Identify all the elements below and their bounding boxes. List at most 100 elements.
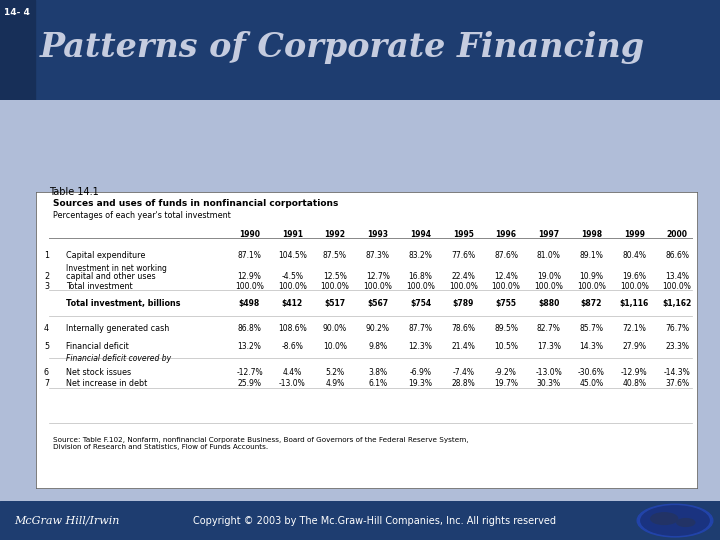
Text: 25.9%: 25.9% <box>238 379 261 388</box>
Text: 22.4%: 22.4% <box>451 272 475 281</box>
Text: 1992: 1992 <box>325 230 346 239</box>
Circle shape <box>677 518 695 526</box>
Text: 19.3%: 19.3% <box>408 379 433 388</box>
Text: -13.0%: -13.0% <box>536 368 562 376</box>
Text: $1,116: $1,116 <box>620 299 649 308</box>
Text: 12.4%: 12.4% <box>494 272 518 281</box>
Text: 4: 4 <box>44 324 49 333</box>
Text: 45.0%: 45.0% <box>580 379 603 388</box>
Text: Financial deficit: Financial deficit <box>66 342 129 350</box>
Text: Percentages of each year's total investment: Percentages of each year's total investm… <box>53 211 230 220</box>
Text: 5: 5 <box>44 342 49 350</box>
Text: 81.0%: 81.0% <box>537 251 561 260</box>
Text: 1: 1 <box>44 251 49 260</box>
Text: Table 14.1: Table 14.1 <box>49 187 99 197</box>
Text: 12.9%: 12.9% <box>238 272 261 281</box>
Text: $412: $412 <box>282 299 303 308</box>
Text: 10.0%: 10.0% <box>323 342 347 350</box>
Text: 100.0%: 100.0% <box>662 282 691 291</box>
Text: 3: 3 <box>44 282 49 291</box>
Text: 100.0%: 100.0% <box>449 282 477 291</box>
Text: 1994: 1994 <box>410 230 431 239</box>
Text: 87.3%: 87.3% <box>366 251 390 260</box>
Text: 104.5%: 104.5% <box>278 251 307 260</box>
Text: 10.9%: 10.9% <box>580 272 603 281</box>
Text: 100.0%: 100.0% <box>278 282 307 291</box>
Text: 30.3%: 30.3% <box>536 379 561 388</box>
Text: 13.2%: 13.2% <box>238 342 261 350</box>
Text: Net stock issues: Net stock issues <box>66 368 131 376</box>
Text: 87.1%: 87.1% <box>238 251 261 260</box>
Text: 16.8%: 16.8% <box>408 272 433 281</box>
Text: 100.0%: 100.0% <box>320 282 349 291</box>
Text: 89.1%: 89.1% <box>580 251 603 260</box>
Text: 108.6%: 108.6% <box>278 324 307 333</box>
Text: $567: $567 <box>367 299 388 308</box>
Text: 1990: 1990 <box>239 230 260 239</box>
Text: 17.3%: 17.3% <box>536 342 561 350</box>
Text: 80.4%: 80.4% <box>622 251 647 260</box>
Text: 1993: 1993 <box>367 230 388 239</box>
Text: -8.6%: -8.6% <box>282 342 303 350</box>
Text: 40.8%: 40.8% <box>622 379 647 388</box>
Text: 90.2%: 90.2% <box>366 324 390 333</box>
Text: $755: $755 <box>495 299 516 308</box>
Text: Investment in net working: Investment in net working <box>66 264 167 273</box>
Text: Net increase in debt: Net increase in debt <box>66 379 147 388</box>
Text: 23.3%: 23.3% <box>665 342 689 350</box>
Text: 19.7%: 19.7% <box>494 379 518 388</box>
Text: 82.7%: 82.7% <box>537 324 561 333</box>
Text: Sources and uses of funds in nonfinancial corportations: Sources and uses of funds in nonfinancia… <box>53 199 338 208</box>
Text: 86.8%: 86.8% <box>238 324 261 333</box>
Text: 100.0%: 100.0% <box>406 282 435 291</box>
Text: 100.0%: 100.0% <box>492 282 521 291</box>
Text: 10.5%: 10.5% <box>494 342 518 350</box>
Text: 72.1%: 72.1% <box>622 324 647 333</box>
Text: -9.2%: -9.2% <box>495 368 517 376</box>
Text: 1998: 1998 <box>581 230 602 239</box>
Text: 100.0%: 100.0% <box>577 282 606 291</box>
Text: 12.5%: 12.5% <box>323 272 347 281</box>
Text: 1995: 1995 <box>453 230 474 239</box>
Text: 6.1%: 6.1% <box>368 379 387 388</box>
Text: Internally generated cash: Internally generated cash <box>66 324 169 333</box>
Text: 87.5%: 87.5% <box>323 251 347 260</box>
Text: 13.4%: 13.4% <box>665 272 689 281</box>
Text: -30.6%: -30.6% <box>578 368 605 376</box>
Text: -12.9%: -12.9% <box>621 368 647 376</box>
Text: $754: $754 <box>410 299 431 308</box>
Text: -14.3%: -14.3% <box>664 368 690 376</box>
Text: -13.0%: -13.0% <box>279 379 305 388</box>
Text: Total investment, billions: Total investment, billions <box>66 299 180 308</box>
Text: 12.3%: 12.3% <box>408 342 433 350</box>
Text: -12.7%: -12.7% <box>236 368 263 376</box>
Text: 100.0%: 100.0% <box>620 282 649 291</box>
Text: $880: $880 <box>538 299 559 308</box>
Text: McGraw Hill/Irwin: McGraw Hill/Irwin <box>14 516 120 525</box>
Text: 14.3%: 14.3% <box>580 342 603 350</box>
Text: 1997: 1997 <box>538 230 559 239</box>
Text: 28.8%: 28.8% <box>451 379 475 388</box>
Text: 2: 2 <box>44 272 49 281</box>
Text: 2000: 2000 <box>667 230 688 239</box>
Text: 4.9%: 4.9% <box>325 379 345 388</box>
Text: 19.6%: 19.6% <box>622 272 647 281</box>
Text: -7.4%: -7.4% <box>452 368 474 376</box>
Text: 37.6%: 37.6% <box>665 379 689 388</box>
Text: capital and other uses: capital and other uses <box>66 272 156 281</box>
Text: 87.7%: 87.7% <box>408 324 433 333</box>
Text: 9.8%: 9.8% <box>368 342 387 350</box>
Text: 83.2%: 83.2% <box>408 251 433 260</box>
Text: $789: $789 <box>453 299 474 308</box>
Circle shape <box>637 504 713 537</box>
Text: 1996: 1996 <box>495 230 516 239</box>
FancyBboxPatch shape <box>36 192 698 489</box>
Text: Capital expenditure: Capital expenditure <box>66 251 145 260</box>
Text: 86.6%: 86.6% <box>665 251 689 260</box>
Text: 4.4%: 4.4% <box>283 368 302 376</box>
Text: 87.6%: 87.6% <box>494 251 518 260</box>
Text: 77.6%: 77.6% <box>451 251 475 260</box>
Text: 76.7%: 76.7% <box>665 324 689 333</box>
Circle shape <box>651 513 678 524</box>
Text: 12.7%: 12.7% <box>366 272 390 281</box>
